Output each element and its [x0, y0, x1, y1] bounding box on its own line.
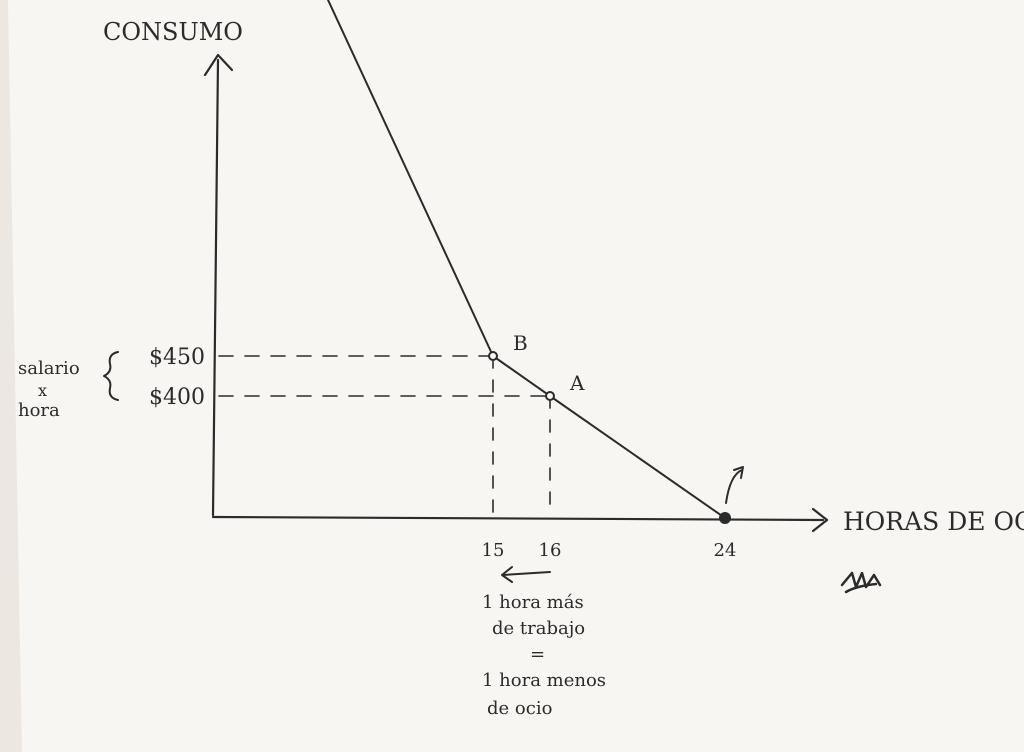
wage-label-mid: x	[38, 381, 47, 400]
y-tick-label: $400	[149, 385, 205, 410]
x-tick-label: 24	[714, 540, 737, 561]
left-arrow-icon	[501, 566, 551, 583]
data-point	[719, 512, 731, 524]
point-label: A	[569, 371, 585, 395]
y-axis-label: CONSUMO	[103, 18, 243, 46]
paper-sheet	[8, 0, 1024, 752]
note-line-5: de ocio	[487, 698, 552, 719]
curved-arrow-icon	[725, 466, 744, 504]
x-axis-label-scribble	[840, 571, 882, 594]
y-tick-label: $450	[149, 345, 205, 370]
y-axis	[203, 53, 234, 517]
data-point	[488, 351, 498, 361]
x-tick-label: 15	[482, 540, 505, 561]
tick-labels: 15 16 24 $450 $400	[149, 345, 736, 561]
x-tick-label: 16	[539, 540, 562, 561]
note-line-4: 1 hora menos	[482, 670, 606, 691]
data-points: BA	[488, 331, 731, 524]
wage-label-bottom: hora	[18, 400, 60, 421]
x-axis-label-line1: HORAS DE OCIO $	[843, 507, 1024, 536]
point-label: B	[513, 331, 528, 355]
budget-line	[326, 0, 726, 519]
note-line-2: de trabajo	[492, 618, 585, 639]
note-line-1: 1 hora más	[482, 592, 584, 613]
data-point	[545, 391, 555, 401]
dashed-guides	[218, 355, 551, 517]
wage-label-top: salario	[18, 358, 80, 379]
note-line-3: =	[530, 644, 545, 665]
wage-brace	[103, 351, 119, 401]
